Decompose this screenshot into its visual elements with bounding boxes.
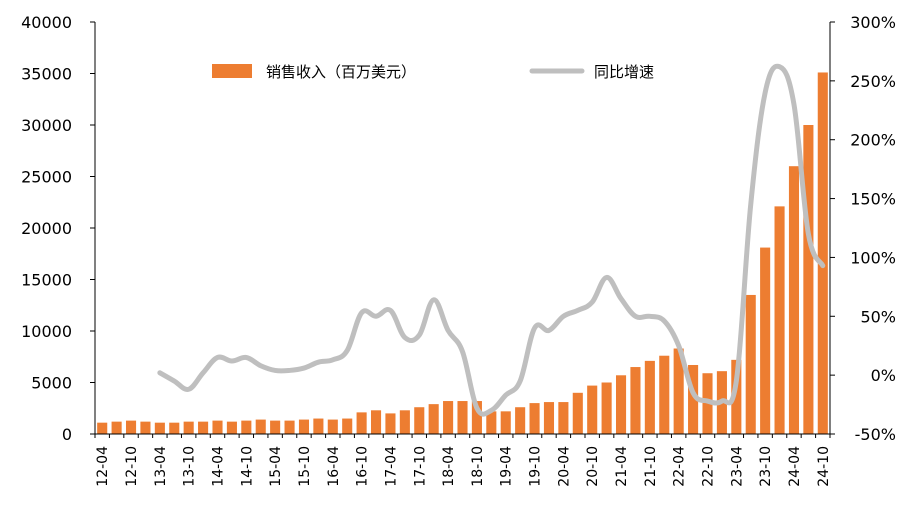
left-tick-label: 25000: [21, 168, 72, 187]
x-tick-label: 15-10: [297, 446, 313, 487]
bar-21-01: [602, 383, 612, 435]
bar-16-04: [328, 420, 338, 434]
line-series: [160, 66, 823, 414]
bar-19-10: [530, 403, 540, 434]
bar-16-10: [357, 412, 367, 434]
x-tick-label: 13-10: [182, 446, 198, 487]
x-tick-label: 19-10: [528, 446, 544, 487]
left-tick-label: 40000: [21, 13, 72, 32]
x-tick-label: 20-04: [556, 446, 572, 487]
bar-24-07: [803, 125, 813, 434]
x-tick-label: 13-04: [153, 446, 169, 487]
x-tick-label: 18-10: [470, 446, 486, 487]
x-tick-label: 16-10: [355, 446, 371, 487]
right-tick-label: 0%: [871, 366, 896, 385]
bar-18-04: [443, 401, 453, 434]
bar-17-04: [385, 413, 395, 434]
bar-15-07: [285, 421, 295, 434]
bar-14-07: [227, 422, 237, 434]
left-tick-label: 5000: [31, 374, 72, 393]
left-tick-label: 20000: [21, 219, 72, 238]
x-tick-label: 15-04: [268, 446, 284, 487]
bar-18-01: [429, 404, 439, 434]
x-tick-label: 23-10: [758, 446, 774, 487]
x-tick-label: 14-04: [211, 446, 227, 487]
right-tick-label: 50%: [860, 307, 896, 326]
right-tick-label: 250%: [850, 72, 896, 91]
bar-17-01: [371, 410, 381, 434]
x-tick-label: 19-04: [499, 446, 515, 487]
left-tick-label: 35000: [21, 65, 72, 84]
bar-21-07: [630, 367, 640, 434]
bar-23-10: [760, 248, 770, 434]
bar-15-01: [256, 420, 266, 434]
bar-24-10: [818, 72, 828, 434]
bar-20-04: [558, 402, 568, 434]
legend-bar-swatch: [212, 64, 252, 78]
bar-21-10: [645, 361, 655, 434]
bar-19-04: [501, 411, 511, 434]
bar-14-01: [198, 422, 208, 434]
bar-17-10: [414, 407, 424, 434]
bar-15-10: [299, 420, 309, 434]
bar-18-07: [457, 401, 467, 434]
x-tick-label: 16-04: [326, 446, 342, 487]
growth-line: [160, 66, 823, 414]
bar-12-10: [126, 421, 136, 434]
left-tick-label: 10000: [21, 322, 72, 341]
bar-20-07: [573, 393, 583, 434]
x-tick-label: 22-04: [672, 446, 688, 487]
x-tick-label: 14-10: [239, 446, 255, 487]
bar-16-01: [313, 419, 323, 434]
right-tick-label: -50%: [855, 425, 896, 444]
bar-16-07: [342, 419, 352, 434]
bar-24-01: [775, 206, 785, 434]
bar-21-04: [616, 375, 626, 434]
bar-13-01: [140, 422, 150, 434]
bar-15-04: [270, 421, 280, 434]
bar-22-01: [659, 356, 669, 434]
x-tick-label: 22-10: [701, 446, 717, 487]
bar-19-07: [515, 407, 525, 434]
bar-14-04: [212, 421, 222, 434]
bar-13-07: [169, 423, 179, 434]
legend-bar-label: 销售收入（百万美元）: [266, 63, 416, 81]
bar-23-07: [746, 295, 756, 434]
bar-13-04: [155, 423, 165, 434]
right-tick-label: 100%: [850, 248, 896, 267]
x-tick-label: 24-04: [787, 446, 803, 487]
x-tick-label: 21-04: [614, 446, 630, 487]
x-tick-label: 17-10: [412, 446, 428, 487]
legend: 销售收入（百万美元） 同比增速: [212, 63, 654, 81]
x-tick-label: 23-04: [729, 446, 745, 487]
bar-13-10: [184, 422, 194, 434]
bar-series: [97, 72, 828, 434]
bar-17-07: [400, 410, 410, 434]
left-tick-label: 30000: [21, 116, 72, 135]
left-tick-label: 0: [62, 425, 72, 444]
x-tick-label: 24-10: [816, 446, 832, 487]
x-tick-label: 12-04: [95, 446, 111, 487]
right-tick-label: 200%: [850, 131, 896, 150]
bar-20-01: [544, 402, 554, 434]
bar-12-07: [112, 422, 122, 434]
legend-line-label: 同比增速: [594, 63, 654, 81]
bar-14-10: [241, 421, 251, 434]
right-tick-label: 150%: [850, 190, 896, 209]
x-tick-label: 18-04: [441, 446, 457, 487]
right-tick-label: 300%: [850, 13, 896, 32]
bar-24-04: [789, 166, 799, 434]
x-tick-label: 21-10: [643, 446, 659, 487]
left-tick-label: 15000: [21, 271, 72, 290]
bar-20-10: [587, 386, 597, 434]
bar-12-04: [97, 423, 107, 434]
x-tick-label: 17-04: [383, 446, 399, 487]
x-tick-label: 20-10: [585, 446, 601, 487]
x-tick-label: 12-10: [124, 446, 140, 487]
